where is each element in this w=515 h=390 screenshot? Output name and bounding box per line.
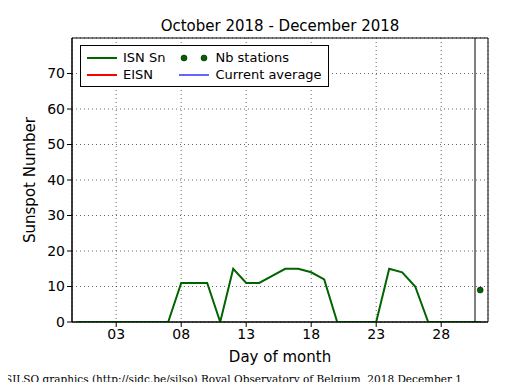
svg-text:03: 03 bbox=[107, 326, 125, 342]
html-text:Nb stations: Nb stations bbox=[215, 50, 290, 65]
svg-text:30: 30 bbox=[47, 207, 65, 223]
svg-text:0: 0 bbox=[56, 314, 65, 330]
svg-text:SILSO graphics (http://sidc.be: SILSO graphics (http://sidc.be/silso) Ro… bbox=[8, 373, 462, 382]
html-text:ISN Sn: ISN Sn bbox=[123, 50, 166, 65]
svg-text:23: 23 bbox=[367, 326, 385, 342]
svg-text:13: 13 bbox=[237, 326, 255, 342]
svg-text:20: 20 bbox=[47, 243, 65, 259]
svg-text:60: 60 bbox=[47, 101, 65, 117]
svg-text:40: 40 bbox=[47, 172, 65, 188]
html-text:Current average: Current average bbox=[215, 67, 322, 82]
svg-text:10: 10 bbox=[47, 278, 65, 294]
svg-text:Sunspot Number: Sunspot Number bbox=[21, 116, 39, 243]
svg-text:28: 28 bbox=[432, 326, 450, 342]
svg-text:08: 08 bbox=[172, 326, 190, 342]
svg-text:70: 70 bbox=[47, 65, 65, 81]
svg-text:October 2018 - December 2018: October 2018 - December 2018 bbox=[161, 17, 400, 35]
svg-text:50: 50 bbox=[47, 136, 65, 152]
html-text:EISN: EISN bbox=[123, 67, 153, 82]
svg-text:18: 18 bbox=[302, 326, 320, 342]
svg-text:Day of month: Day of month bbox=[229, 348, 331, 366]
